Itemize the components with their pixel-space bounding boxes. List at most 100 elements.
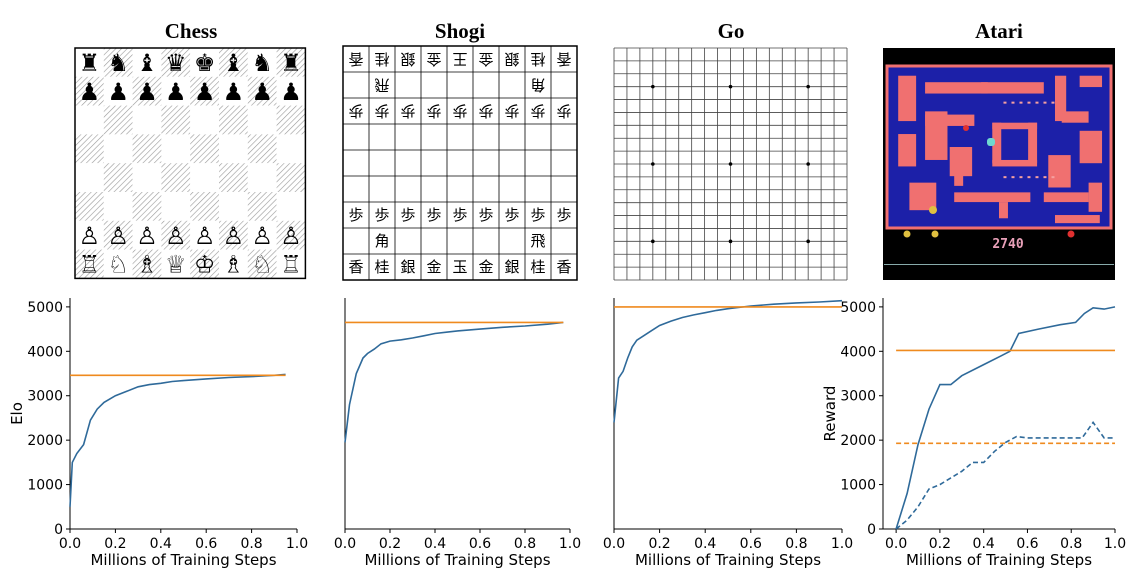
chess-square	[75, 76, 104, 106]
chess-piece: ♙	[251, 222, 273, 250]
atari-ground-line	[884, 264, 1114, 265]
atari-wall	[999, 202, 1008, 219]
chess-piece: ♟	[280, 78, 302, 106]
atari-pellet	[1051, 176, 1055, 179]
chess-square	[132, 134, 162, 164]
chess-piece: ♜	[280, 49, 302, 77]
atari-pellet	[1027, 176, 1031, 179]
atari-wall	[1055, 75, 1067, 122]
atari-wall	[954, 166, 964, 186]
x-tick-label: 0.6	[469, 536, 491, 552]
series-line-1	[69, 373, 286, 507]
atari-life-icon	[931, 230, 939, 238]
shogi-piece: 歩	[426, 102, 441, 120]
chess-square	[247, 192, 277, 221]
chess-square	[219, 249, 248, 279]
chess-square	[161, 249, 191, 279]
x-tick-label: 0.8	[240, 536, 262, 552]
atari-wall	[1088, 182, 1103, 212]
chess-square	[219, 134, 248, 164]
shogi-piece: 香	[348, 50, 363, 68]
x-tick-label: 1.0	[1104, 536, 1126, 552]
go-star-point	[651, 239, 655, 244]
go-star-point	[728, 84, 733, 89]
chess-square	[75, 192, 104, 221]
shogi-piece: 香	[556, 258, 571, 276]
x-tick-label: 0.0	[334, 536, 356, 552]
chess-square	[103, 249, 133, 279]
shogi-piece: 歩	[556, 206, 571, 224]
atari-wall	[992, 159, 1038, 167]
chess-square	[190, 163, 219, 192]
y-tick-label: 2000	[840, 433, 876, 449]
chess-square	[75, 220, 104, 250]
chess-square	[161, 163, 191, 192]
chess-square	[247, 48, 277, 77]
atari-wall	[1079, 75, 1103, 88]
series-line-2	[895, 421, 1115, 530]
y-tick-label: 1000	[27, 478, 63, 494]
y-tick-label: 2000	[27, 433, 63, 449]
chess-piece: ♘	[251, 251, 273, 279]
atari-wall	[1043, 192, 1089, 203]
chess-piece: ♟	[251, 78, 273, 106]
atari-wall	[925, 114, 975, 126]
chess-piece: ♟	[107, 78, 129, 106]
shogi-piece: 歩	[556, 102, 571, 120]
atari-wall	[898, 134, 917, 167]
shogi-piece: 歩	[530, 102, 545, 120]
atari-pellet	[1019, 101, 1023, 104]
shogi-piece: 歩	[400, 102, 415, 120]
chess-piece: ♝	[136, 49, 158, 77]
x-tick-label: 0.4	[973, 536, 995, 552]
shogi-piece: 歩	[348, 102, 363, 120]
x-tick-label: 1.0	[286, 536, 308, 552]
atari-wall	[981, 82, 1044, 94]
chess-square	[276, 76, 306, 106]
chart-panel-1: 0.0 0.2 0.4 0.6 0.8 1.0 0 1000 2000 3000 4000 5000 M…	[8, 298, 308, 569]
chess-square	[190, 76, 219, 106]
chess-square	[161, 192, 191, 221]
shogi-piece: 桂	[374, 50, 389, 68]
atari-pellet	[1043, 101, 1047, 104]
shogi-piece: 金	[478, 50, 493, 68]
chess-piece: ♟	[223, 78, 245, 106]
atari-pellet	[1019, 176, 1023, 179]
chess-square	[276, 48, 306, 77]
series-line-1	[895, 306, 1116, 530]
x-tick-label: 0.0	[885, 536, 907, 552]
shogi-piece: 歩	[374, 206, 389, 224]
chess-piece: ♛	[165, 49, 187, 77]
y-tick-label: 0	[54, 522, 63, 538]
x-axis-label: Millions of Training Steps	[90, 551, 276, 569]
chess-square	[103, 76, 133, 106]
chess-square	[161, 48, 191, 77]
chess-piece: ♙	[107, 222, 129, 250]
chess-square	[132, 163, 162, 192]
atari-wall	[909, 182, 937, 211]
go-board	[613, 47, 848, 281]
x-axis-label: Millions of Training Steps	[906, 551, 1092, 569]
shogi-piece: 金	[426, 50, 441, 68]
chess-square	[247, 76, 277, 106]
title-chess: Chess	[165, 19, 218, 43]
chess-square	[161, 76, 191, 106]
x-tick-label: 0.6	[740, 536, 762, 552]
atari-wall	[1079, 130, 1103, 164]
x-tick-label: 0.0	[603, 536, 625, 552]
chess-piece: ♕	[165, 251, 187, 279]
chess-piece: ♙	[136, 222, 158, 250]
shogi-board: 香桂銀金王金銀桂香飛 角歩歩歩歩歩歩歩歩歩歩歩歩歩歩歩歩歩歩角 飛香桂銀金玉金銀桂香	[342, 45, 578, 281]
shogi-piece: 歩	[452, 102, 467, 120]
atari-ms-pacman	[929, 206, 937, 214]
chess-piece: ♜	[79, 49, 101, 77]
chess-square	[132, 105, 162, 135]
atari-wall	[954, 192, 1031, 203]
chart-panel-3: 0.0 0.2 0.4 0.6 0.8 1.0 Millions of Training S…	[603, 298, 853, 569]
chess-piece: ♖	[79, 251, 101, 279]
shogi-piece: 歩	[348, 206, 363, 224]
atari-pellet	[1003, 101, 1007, 104]
shogi-piece: 歩	[478, 206, 493, 224]
chess-square	[132, 192, 162, 221]
